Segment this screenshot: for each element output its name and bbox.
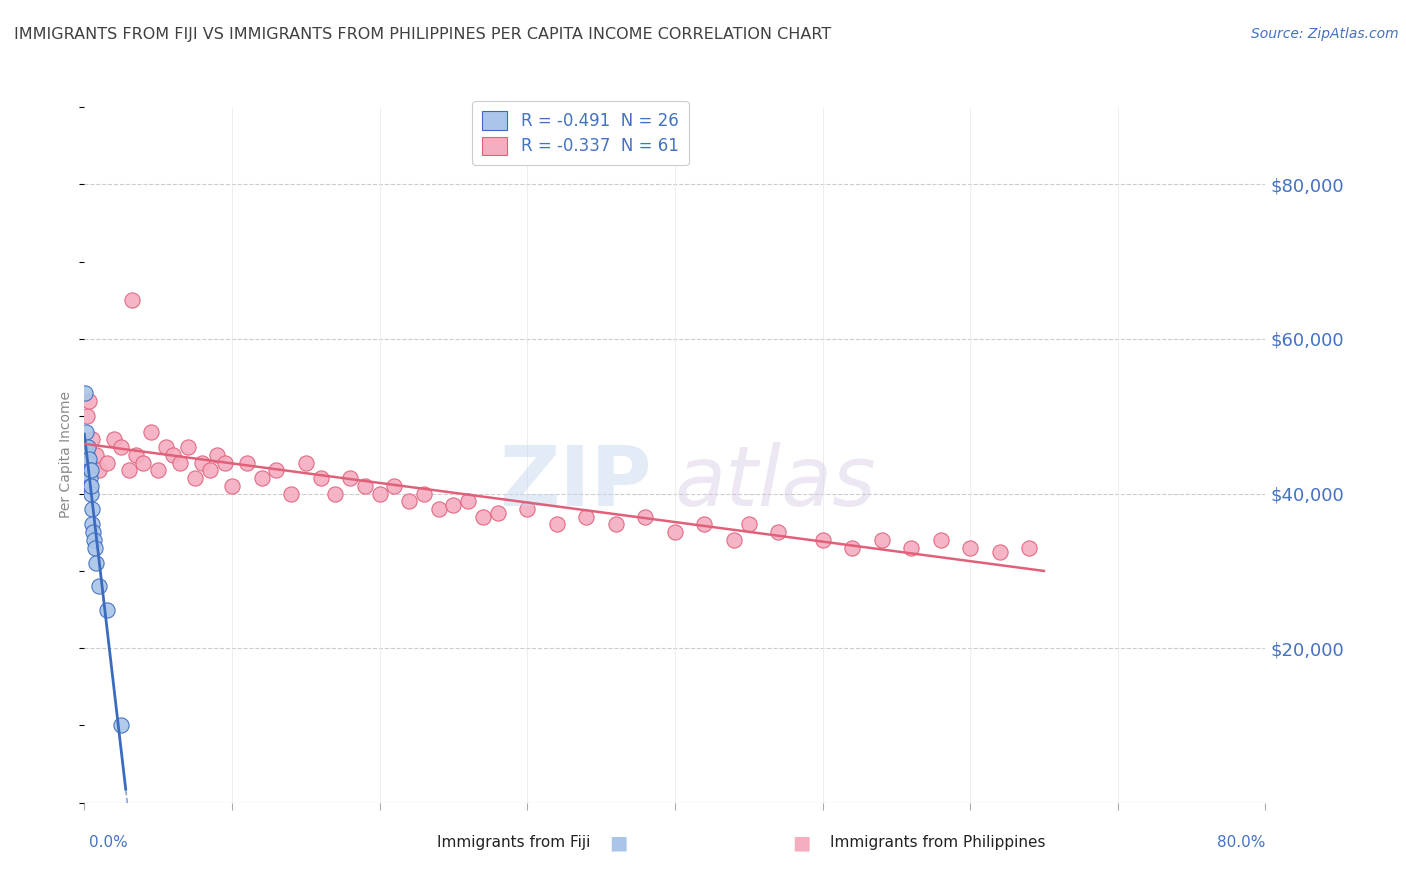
Point <box>80 479 103 493</box>
Point <box>110 440 132 454</box>
Point <box>82 517 104 532</box>
Text: Immigrants from Fiji: Immigrants from Fiji <box>437 836 591 850</box>
Text: ZIP: ZIP <box>499 442 651 524</box>
Text: ■: ■ <box>792 833 811 853</box>
Point <box>169 456 191 470</box>
Point <box>76 409 98 424</box>
Point <box>76 456 98 470</box>
Point <box>75 386 97 401</box>
Point <box>214 456 236 470</box>
Point <box>486 506 509 520</box>
Point <box>79 471 101 485</box>
Point <box>79 463 101 477</box>
Point <box>250 471 273 485</box>
Point <box>75 440 97 454</box>
Point <box>121 293 143 308</box>
Point <box>139 425 162 439</box>
Point <box>605 517 627 532</box>
Point <box>76 448 98 462</box>
Point <box>75 425 97 439</box>
Point <box>1018 541 1040 555</box>
Legend: R = -0.491  N = 26, R = -0.337  N = 61: R = -0.491 N = 26, R = -0.337 N = 61 <box>472 102 689 165</box>
Point <box>546 517 568 532</box>
Point <box>280 486 302 500</box>
Point <box>77 451 100 466</box>
Point <box>118 463 141 477</box>
Point <box>295 456 318 470</box>
Point <box>83 533 105 547</box>
Point <box>323 486 347 500</box>
Text: Immigrants from Philippines: Immigrants from Philippines <box>830 836 1045 850</box>
Point <box>413 486 436 500</box>
Y-axis label: Per Capita Income: Per Capita Income <box>59 392 73 518</box>
Point <box>177 440 200 454</box>
Point <box>79 463 101 477</box>
Point <box>427 502 450 516</box>
Point <box>309 471 332 485</box>
Text: IMMIGRANTS FROM FIJI VS IMMIGRANTS FROM PHILIPPINES PER CAPITA INCOME CORRELATIO: IMMIGRANTS FROM FIJI VS IMMIGRANTS FROM … <box>14 27 831 42</box>
Point <box>103 433 125 447</box>
Point <box>472 509 495 524</box>
Point <box>236 456 259 470</box>
Point <box>89 463 111 477</box>
Text: 80.0%: 80.0% <box>1218 836 1265 850</box>
Point <box>900 541 922 555</box>
Text: atlas: atlas <box>675 442 876 524</box>
Point <box>382 479 406 493</box>
Point <box>96 456 118 470</box>
Text: 0.0%: 0.0% <box>89 836 128 850</box>
Point <box>368 486 391 500</box>
Point <box>155 440 177 454</box>
Point <box>354 479 377 493</box>
Text: ■: ■ <box>609 833 628 853</box>
Point <box>89 579 111 593</box>
Point <box>82 525 104 540</box>
Point <box>664 525 686 540</box>
Point <box>79 479 101 493</box>
Point <box>148 463 170 477</box>
Point <box>441 498 464 512</box>
Point <box>398 494 420 508</box>
Point <box>77 467 100 482</box>
Point <box>768 525 790 540</box>
Point <box>811 533 834 547</box>
Point <box>264 463 288 477</box>
Point <box>132 456 155 470</box>
Point <box>96 602 118 616</box>
Point <box>125 448 148 462</box>
Text: Source: ZipAtlas.com: Source: ZipAtlas.com <box>1251 27 1399 41</box>
Point <box>77 393 100 408</box>
Point <box>80 486 103 500</box>
Point <box>723 533 745 547</box>
Point <box>76 459 98 474</box>
Point <box>77 463 100 477</box>
Point <box>575 509 598 524</box>
Point <box>738 517 761 532</box>
Point <box>988 544 1011 558</box>
Point <box>221 479 243 493</box>
Point <box>516 502 538 516</box>
Point <box>83 541 105 555</box>
Point <box>76 440 98 454</box>
Point <box>870 533 893 547</box>
Point <box>929 533 952 547</box>
Point <box>959 541 981 555</box>
Point <box>198 463 221 477</box>
Point <box>84 448 107 462</box>
Point <box>162 448 184 462</box>
Point <box>84 556 107 570</box>
Point <box>339 471 361 485</box>
Point <box>184 471 207 485</box>
Point <box>80 433 103 447</box>
Point <box>634 509 657 524</box>
Point <box>110 718 132 732</box>
Point <box>191 456 214 470</box>
Point <box>457 494 479 508</box>
Point <box>80 502 103 516</box>
Point <box>77 456 100 470</box>
Point <box>75 440 97 454</box>
Point <box>205 448 228 462</box>
Point <box>693 517 716 532</box>
Point <box>841 541 863 555</box>
